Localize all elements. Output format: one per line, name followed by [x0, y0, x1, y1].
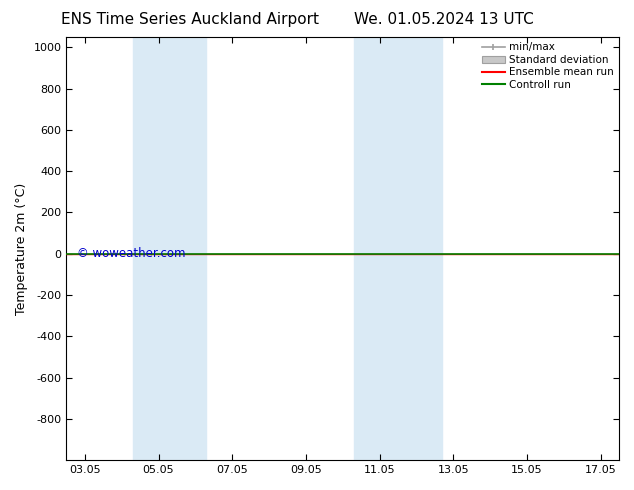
Text: ENS Time Series Auckland Airport: ENS Time Series Auckland Airport — [61, 12, 319, 27]
Y-axis label: Temperature 2m (°C): Temperature 2m (°C) — [15, 182, 28, 315]
Bar — [133, 37, 207, 460]
Bar — [354, 37, 442, 460]
Legend: min/max, Standard deviation, Ensemble mean run, Controll run: min/max, Standard deviation, Ensemble me… — [479, 39, 617, 93]
Text: © woweather.com: © woweather.com — [77, 247, 186, 260]
Text: We. 01.05.2024 13 UTC: We. 01.05.2024 13 UTC — [354, 12, 534, 27]
